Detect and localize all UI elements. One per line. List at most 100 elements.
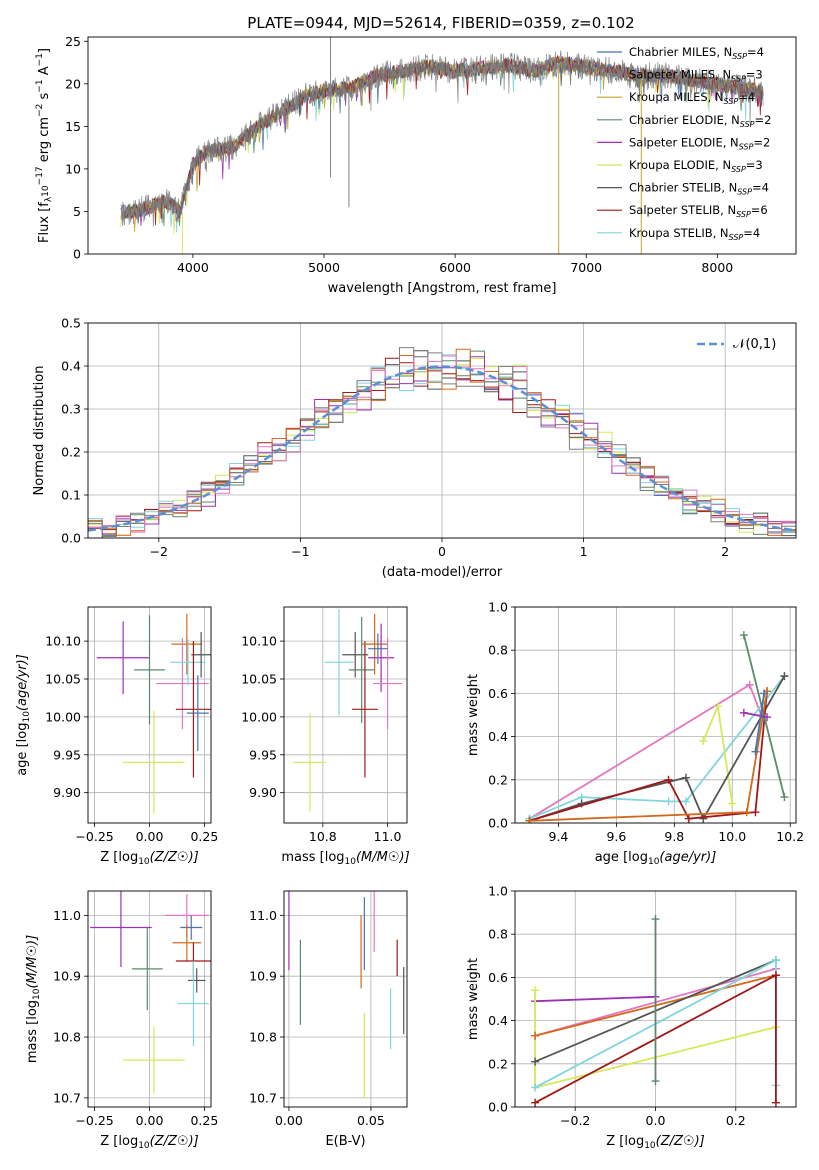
legend-entry-normal: 𝒩(0,1) <box>733 337 776 352</box>
plot-area <box>288 891 405 1098</box>
mass-weight-vs-metallicity-panel: −0.2 0.0 0.2 0.0 0.2 0.4 0.6 0.8 1.0 Z [log10(Z/Z… <box>466 884 797 1151</box>
y-axis-label: Normed distribution <box>32 366 47 496</box>
x-tick-label: 5000 <box>308 260 340 275</box>
mass-weight-line-kroupa-stelib <box>529 675 786 820</box>
y-tick-label: 10.9 <box>249 969 277 984</box>
x-tick-label: 1 <box>580 544 588 559</box>
y-tick-label: 0.4 <box>61 359 81 374</box>
mass-vs-ebv-panel: 0.00 0.05 10.7 10.8 10.9 11.0 E(B-V) <box>249 890 408 1149</box>
legend-entry-chabrier-stelib: Chabrier STELIB, NSSP=4 <box>629 181 769 197</box>
mass-weight-point <box>699 814 708 823</box>
y-tick-label: 20 <box>65 76 81 91</box>
mass-weight-point <box>531 1031 540 1040</box>
axes-frame <box>283 890 408 1108</box>
axes-frame <box>87 890 212 1108</box>
x-tick-label: 11.0 <box>374 829 402 844</box>
y-tick-label: 10.7 <box>249 1090 277 1105</box>
figure-title: PLATE=0944, MJD=52614, FIBERID=0359, z=0… <box>247 14 634 32</box>
mass-weight-point <box>664 775 673 784</box>
mass-weight-point <box>684 814 693 823</box>
mass-weight-point <box>651 915 660 924</box>
x-tick-label: 0.00 <box>275 1113 303 1128</box>
x-tick-label: −1 <box>291 544 309 559</box>
y-tick-label: 0.2 <box>61 445 81 460</box>
legend-entry-kroupa-stelib: Kroupa STELIB, NSSP=4 <box>629 226 760 242</box>
axes-frame <box>283 606 408 824</box>
x-tick-label: 0.0 <box>646 1113 666 1128</box>
mass-weight-vs-age-panel: 9.4 9.6 9.8 10.0 10.2 0.0 0.2 0.4 0.6 0.8 1.0 age [… <box>466 600 804 868</box>
y-tick-label: 0.8 <box>488 927 508 942</box>
y-tick-label: 10.05 <box>241 672 277 687</box>
x-tick-label: 0.00 <box>136 1113 164 1128</box>
legend-entry-chabrier-elodie: Chabrier ELODIE, NSSP=2 <box>629 113 771 129</box>
y-axis-label: Flux [fλ10−17 erg cm−2 s−1 A−1] <box>35 48 54 243</box>
mass-weight-line-pink <box>529 683 763 820</box>
y-tick-label: 10.10 <box>241 634 277 649</box>
mass-weight-point <box>681 797 690 806</box>
x-tick-label: 0.2 <box>726 1113 746 1128</box>
legend-entry-kroupa-elodie: Kroupa ELODIE, NSSP=3 <box>629 158 763 174</box>
y-tick-label: 10 <box>65 161 81 176</box>
x-tick-label: 10.2 <box>776 829 804 844</box>
spectrum-line-salpeter-miles <box>120 50 764 227</box>
plot-area <box>525 631 789 823</box>
legend-entry-salpeter-elodie: Salpeter ELODIE, NSSP=2 <box>629 135 770 151</box>
y-tick-label: 9.90 <box>53 785 81 800</box>
mass-weight-point <box>681 773 690 782</box>
x-tick-label: 9.6 <box>606 829 626 844</box>
plot-area <box>90 891 211 1094</box>
y-tick-label: 10.00 <box>241 709 277 724</box>
y-tick-label: 9.95 <box>53 747 81 762</box>
mass-weight-point <box>699 736 708 745</box>
legend-entry-salpeter-stelib: Salpeter STELIB, NSSP=6 <box>629 203 768 219</box>
mass-weight-point <box>763 713 772 722</box>
x-axis-label: mass [log10(M/M☉)] <box>281 850 409 867</box>
x-axis-label: Z [log10(Z/Z☉)] <box>100 1134 198 1151</box>
x-axis-label: age [log10(age/yr)] <box>595 850 717 867</box>
mass-weight-point <box>651 1077 660 1086</box>
mass-weight-point <box>751 747 760 756</box>
y-tick-label: 0.4 <box>488 729 508 744</box>
y-tick-label: 10.8 <box>53 1030 81 1045</box>
legend-entry-salpeter-miles: Salpeter MILES, NSSP=3 <box>629 68 763 84</box>
plot-area <box>120 37 764 254</box>
y-tick-label: 0.2 <box>488 772 508 787</box>
plot-area <box>293 609 403 812</box>
y-tick-label: 9.90 <box>249 785 277 800</box>
y-axis-label: mass weight <box>466 958 481 1040</box>
axes-frame <box>87 36 797 255</box>
x-tick-label: 0.05 <box>357 1113 385 1128</box>
mass-weight-point <box>664 797 673 806</box>
x-tick-label: 4000 <box>177 260 209 275</box>
spectrum-panel: 4000 5000 6000 7000 8000 0 5 10 15 20 25 Chabrier M… <box>35 34 797 296</box>
y-tick-label: 0.3 <box>61 402 81 417</box>
x-axis-label: E(B-V) <box>325 1134 365 1149</box>
mass-vs-metallicity-panel: −0.25 0.00 0.25 10.7 10.8 10.9 11.0 Z [log10(Z/… <box>25 890 218 1151</box>
x-tick-label: 10.0 <box>718 829 746 844</box>
plot-area <box>96 613 211 814</box>
x-tick-label: 9.4 <box>549 829 569 844</box>
x-tick-label: −0.2 <box>560 1113 590 1128</box>
mass-weight-point <box>771 1098 780 1107</box>
mass-weight-point <box>739 708 748 717</box>
mass-weight-point <box>745 680 754 689</box>
mass-weight-point <box>531 1098 540 1107</box>
axes-frame <box>87 606 212 824</box>
spectrum-legend: Chabrier MILES, NSSP=4 Salpeter MILES, NS… <box>597 45 771 242</box>
x-tick-label: 10.8 <box>309 829 337 844</box>
x-tick-label: −0.25 <box>75 1113 113 1128</box>
mass-weight-line-salpeter-elodie <box>535 995 656 1003</box>
y-axis-label: age [log10(age/yr)] <box>15 654 32 776</box>
y-tick-label: 1.0 <box>488 884 508 899</box>
axes-frame <box>514 606 797 824</box>
axes-frame <box>514 890 797 1108</box>
axes-frame <box>87 322 797 539</box>
y-tick-label: 5 <box>73 204 81 219</box>
mass-weight-point <box>713 702 722 711</box>
x-axis-label: wavelength [Angstrom, rest frame] <box>328 281 557 296</box>
plot-area <box>531 915 780 1107</box>
y-tick-label: 1.0 <box>488 600 508 615</box>
mass-weight-point <box>771 956 780 965</box>
mass-weight-point <box>739 631 748 640</box>
